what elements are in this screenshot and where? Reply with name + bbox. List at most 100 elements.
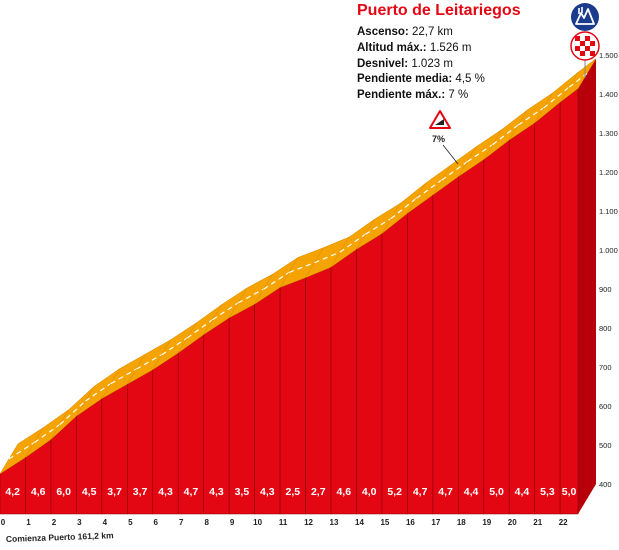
road-dash-line xyxy=(365,218,392,235)
road-dash-line xyxy=(314,251,341,264)
x-tick-label: 21 xyxy=(533,518,542,527)
y-tick-label: 500 xyxy=(599,441,612,450)
profile-segment xyxy=(203,317,230,515)
finish-flag-icon xyxy=(570,31,600,78)
segment-grade-label: 4,3 xyxy=(260,486,275,498)
profile-segment xyxy=(508,122,536,515)
segment-grades: 4,2 4,6 6,0 4,5 3,7 3,7 4,3 4,7 4,3 3,5 4,3 2,5 2,7 4… xyxy=(5,486,576,498)
road-dash-line xyxy=(136,354,163,370)
profile-segment xyxy=(407,194,434,515)
segment-grade-label: 4,3 xyxy=(209,486,224,498)
checker-square xyxy=(590,41,595,46)
y-tick-label: 1.100 xyxy=(599,207,618,216)
checker-square xyxy=(580,41,585,46)
road-dash-line xyxy=(59,400,86,425)
segment-grade-label: 2,7 xyxy=(311,486,326,498)
profile-segment xyxy=(458,158,485,515)
x-tick-label: 20 xyxy=(508,518,517,527)
segment-grade-label: 2,5 xyxy=(286,486,301,498)
road-dash-line xyxy=(110,368,137,385)
x-tick-label: 9 xyxy=(230,518,235,527)
info-ascent: Ascenso: 22,7 km xyxy=(357,26,453,38)
checker-square xyxy=(575,46,580,51)
y-tick-label: 600 xyxy=(599,402,612,411)
max-gradient-pointer xyxy=(442,144,459,165)
profile-segment xyxy=(330,248,357,515)
profile-segment xyxy=(432,176,459,515)
checker-square xyxy=(575,36,580,41)
road-dash-line xyxy=(543,86,570,109)
y-tick-label: 900 xyxy=(599,285,612,294)
x-tick-label: 1 xyxy=(26,518,31,527)
x-tick-label: 5 xyxy=(128,518,133,527)
segment-grade-label: 3,5 xyxy=(235,486,250,498)
segment-grade-label: 3,7 xyxy=(133,486,148,498)
max-gradient-label: 7% xyxy=(432,134,445,144)
x-tick-label: 22 xyxy=(559,518,568,527)
climb-info: Ascenso: 22,7 km Altitud máx.: 1.526 m D… xyxy=(357,26,485,101)
steep-gradient-sign-icon xyxy=(429,110,451,129)
info-average-gradient: Pendiente media: 4,5 % xyxy=(357,73,485,85)
info-elevation-gain: Desnivel: 1.023 m xyxy=(357,58,453,70)
x-tick-label: 15 xyxy=(380,518,389,527)
x-tick-label: 17 xyxy=(431,518,440,527)
segment-grade-label: 4,6 xyxy=(336,486,351,498)
profile-segment xyxy=(254,286,281,515)
chart-title: Puerto de Leitariegos xyxy=(357,2,521,19)
checker-square xyxy=(590,51,595,56)
profile-segment xyxy=(279,277,306,515)
profile-segment xyxy=(228,303,255,515)
x-tick-label: 16 xyxy=(406,518,415,527)
x-tick-label: 2 xyxy=(52,518,57,527)
x-tick-label: 10 xyxy=(253,518,262,527)
road-dash-line xyxy=(568,73,588,88)
road-dash-line xyxy=(390,197,417,220)
x-tick-label: 0 xyxy=(1,518,6,527)
x-tick-label: 13 xyxy=(330,518,339,527)
segment-grade-label: 4,5 xyxy=(82,486,97,498)
info-max-altitude: Altitud máx.: 1.526 m xyxy=(357,42,471,54)
segment-grade-label: 4,4 xyxy=(464,486,479,498)
segment-grade-label: 5,0 xyxy=(489,486,504,498)
segment-grade-label: 4,4 xyxy=(515,486,530,498)
segment-grade-label: 3,7 xyxy=(107,486,122,498)
checker-square xyxy=(580,51,585,56)
segment-grade-label: 4,6 xyxy=(31,486,46,498)
x-tick-label: 6 xyxy=(154,518,159,527)
y-tick-label: 1.400 xyxy=(599,90,618,99)
segment-grade-label: 4,7 xyxy=(413,486,428,498)
profile-layer xyxy=(0,58,597,515)
segment-grade-label: 5,3 xyxy=(540,486,555,498)
y-tick-label: 1.200 xyxy=(599,168,618,177)
y-tick-label: 1.300 xyxy=(599,129,618,138)
segment-grade-label: 4,0 xyxy=(362,486,377,498)
profile-segment xyxy=(381,212,408,515)
road-dash-line xyxy=(288,262,315,273)
x-tick-label: 3 xyxy=(77,518,82,527)
mountain-pass-icon xyxy=(571,3,599,31)
segment-grade-label: 5,0 xyxy=(562,486,577,498)
x-tick-label: 11 xyxy=(279,518,288,527)
segment-grade-label: 4,3 xyxy=(158,486,173,498)
profile-segment xyxy=(483,139,510,515)
profile-end-face xyxy=(578,58,596,514)
road-dash-line xyxy=(237,288,264,304)
segment-grade-label: 5,2 xyxy=(387,486,402,498)
y-axis-ticks: 1.500 1.400 1.300 1.200 1.100 1.000 900 800 700 6… xyxy=(599,51,618,489)
y-tick-label: 1.500 xyxy=(599,51,618,60)
x-tick-label: 12 xyxy=(304,518,313,527)
y-tick-label: 700 xyxy=(599,363,612,372)
profile-segment xyxy=(534,101,561,515)
start-label: Comienza Puerto 161,2 km xyxy=(6,530,114,544)
x-tick-label: 19 xyxy=(482,518,491,527)
info-max-gradient: Pendiente máx.: 7 % xyxy=(357,89,468,101)
x-tick-label: 7 xyxy=(179,518,184,527)
y-tick-label: 800 xyxy=(599,324,612,333)
x-tick-label: 8 xyxy=(204,518,209,527)
profile-segment xyxy=(356,233,383,515)
profile-segment xyxy=(559,87,579,515)
checker-square xyxy=(585,36,590,41)
x-tick-label: 14 xyxy=(355,518,364,527)
y-tick-label: 1.000 xyxy=(599,246,618,255)
